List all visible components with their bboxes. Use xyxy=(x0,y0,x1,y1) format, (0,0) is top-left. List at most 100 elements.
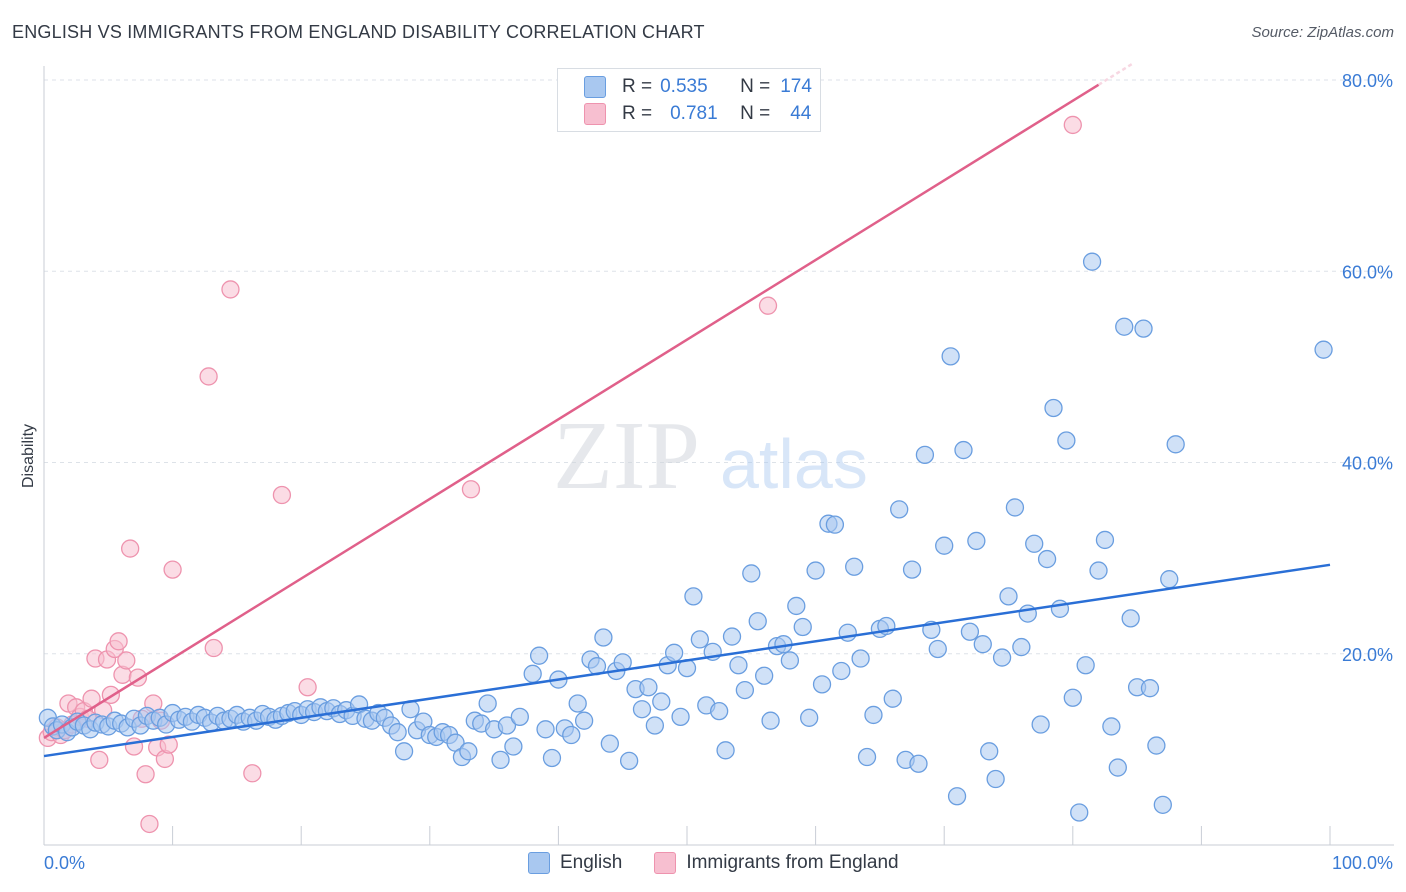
english-point xyxy=(716,741,735,760)
english-point xyxy=(1115,317,1134,336)
england-point xyxy=(1063,115,1082,135)
trendline-english xyxy=(43,563,1331,758)
english-point xyxy=(1134,319,1153,338)
english-point xyxy=(1070,803,1089,822)
english-point xyxy=(388,723,407,742)
trendlines xyxy=(43,63,1331,758)
english-point xyxy=(909,754,928,773)
english-point xyxy=(851,649,870,668)
english-point xyxy=(478,694,497,713)
english-point xyxy=(600,734,619,753)
english-point xyxy=(1012,637,1031,657)
legend-r-label: R = xyxy=(622,103,653,124)
legend-n-value: 44 xyxy=(790,103,812,124)
english-point xyxy=(954,440,973,460)
legend-n-label: N = xyxy=(740,103,771,124)
english-point xyxy=(845,557,864,576)
english-point xyxy=(574,711,594,730)
english-point xyxy=(652,692,671,711)
english-point xyxy=(902,560,922,579)
england-point xyxy=(461,480,481,499)
english-point xyxy=(1005,498,1025,517)
english-point xyxy=(1160,570,1179,589)
english-point xyxy=(1153,795,1172,814)
english-point xyxy=(947,787,967,806)
england-point xyxy=(272,485,292,505)
english-point xyxy=(825,515,845,534)
english-point xyxy=(568,694,587,713)
english-point xyxy=(748,612,767,631)
english-point xyxy=(980,742,999,761)
english-point xyxy=(504,737,523,756)
english-point xyxy=(1057,431,1076,450)
english-point xyxy=(780,651,800,670)
bottom-legend-english: English xyxy=(528,852,622,874)
english-point xyxy=(594,628,613,647)
england-point xyxy=(758,296,778,315)
english-point xyxy=(1076,656,1095,675)
english-point xyxy=(684,587,703,606)
legend-swatch-english xyxy=(584,76,606,98)
english-point xyxy=(832,661,851,681)
y-axis-label: Disability xyxy=(20,424,37,488)
english-point xyxy=(864,705,883,725)
english-point xyxy=(941,347,960,366)
series-english xyxy=(38,252,1333,822)
chart-title: ENGLISH VS IMMIGRANTS FROM ENGLAND DISAB… xyxy=(12,22,705,42)
english-point xyxy=(793,617,812,637)
english-point xyxy=(806,561,825,580)
english-point xyxy=(529,646,549,665)
english-point xyxy=(523,664,542,683)
england-point xyxy=(221,280,240,299)
english-point xyxy=(510,707,529,727)
english-point xyxy=(928,639,947,659)
bottom-legend-swatch-english xyxy=(528,852,550,874)
bottom-legend-swatch-england xyxy=(654,852,677,874)
english-point xyxy=(1037,549,1057,569)
english-point xyxy=(812,675,832,694)
legend-row-english: R = 0.535 N = 174 xyxy=(584,76,812,98)
watermark-zip: ZIP xyxy=(553,402,700,510)
english-point xyxy=(729,656,748,675)
y-tick-label: 60.0% xyxy=(1342,262,1393,282)
english-point xyxy=(800,708,819,727)
english-point xyxy=(1063,688,1082,707)
english-point xyxy=(1108,758,1127,777)
bottom-legend-label-english: English xyxy=(560,852,623,873)
english-point xyxy=(1031,715,1050,734)
english-point xyxy=(973,635,992,654)
legend-swatch-england xyxy=(584,103,606,125)
english-point xyxy=(986,769,1005,789)
english-point xyxy=(690,630,710,649)
legend-r-value: 0.535 xyxy=(660,76,708,97)
english-point xyxy=(755,666,774,685)
english-point xyxy=(787,596,806,616)
legend-row-england: R = 0.781 N = 44 xyxy=(584,103,811,125)
english-point xyxy=(1025,534,1044,553)
english-point xyxy=(1082,252,1102,271)
x-tick-label: 100.0% xyxy=(1332,853,1393,873)
english-point xyxy=(857,747,877,767)
english-point xyxy=(1044,398,1063,418)
english-point xyxy=(1166,435,1185,454)
english-point xyxy=(497,716,517,735)
x-tick-label: 0.0% xyxy=(44,853,85,873)
england-point xyxy=(136,765,155,784)
english-point xyxy=(890,500,909,519)
source-note: Source: ZipAtlas.com xyxy=(1251,24,1394,41)
english-point xyxy=(394,742,414,761)
english-point xyxy=(915,445,935,465)
england-point xyxy=(117,651,136,670)
english-point xyxy=(722,627,742,646)
bottom-legend: English Immigrants from England xyxy=(528,852,931,874)
legend-n-label: N = xyxy=(740,76,771,97)
english-point xyxy=(664,643,684,662)
english-point xyxy=(1089,561,1108,580)
english-point xyxy=(710,701,729,721)
english-point xyxy=(562,725,581,745)
english-point xyxy=(459,742,478,761)
english-point xyxy=(735,680,755,700)
bottom-legend-label-england: Immigrants from England xyxy=(686,852,899,873)
bottom-legend-england: Immigrants from England xyxy=(654,852,899,874)
